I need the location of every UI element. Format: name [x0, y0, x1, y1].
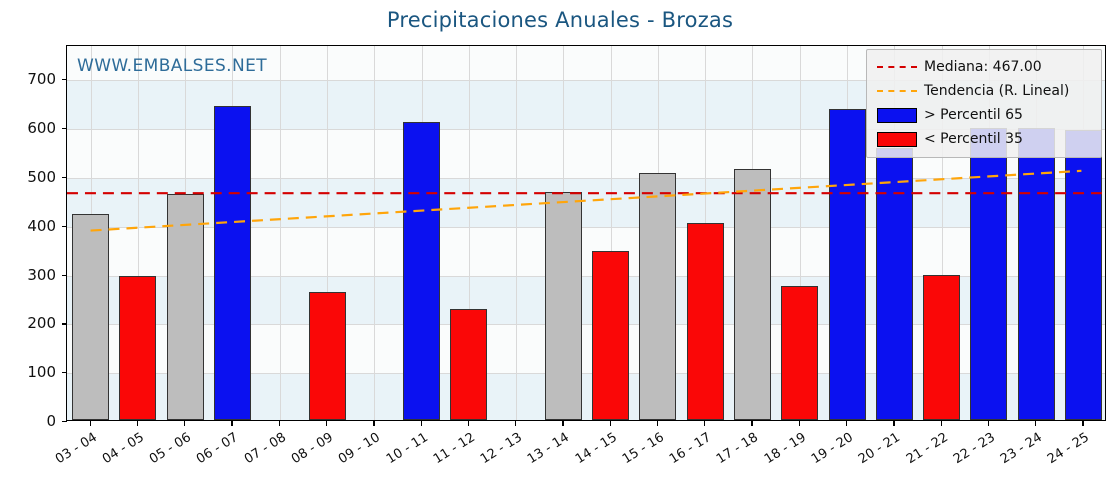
x-axis-tick-mark — [420, 421, 422, 426]
bar-06-07 — [214, 106, 251, 420]
bar-19-20 — [829, 108, 866, 420]
bar-13-14 — [545, 191, 582, 420]
y-axis-tick-mark — [62, 372, 67, 374]
legend-trend-key — [874, 90, 920, 92]
x-axis-tick-mark — [1035, 421, 1037, 426]
bar-05-06 — [167, 194, 204, 420]
legend-trend-label: Tendencia (R. Lineal) — [924, 83, 1070, 99]
color-swatch-icon — [877, 107, 917, 123]
x-axis-tick-mark — [798, 421, 801, 426]
legend-above-p65-label: > Percentil 65 — [924, 107, 1023, 123]
y-axis-tick-mark — [62, 225, 67, 227]
y-axis-tick-mark — [62, 421, 67, 423]
legend-below-p35: < Percentil 35 — [874, 127, 1094, 151]
gridline-vertical — [280, 46, 281, 420]
gridline-vertical — [942, 46, 943, 420]
x-axis-tick-mark — [987, 421, 990, 426]
color-swatch-icon — [877, 131, 917, 147]
legend-median-label: Mediana: 467.00 — [924, 59, 1042, 75]
x-axis-tick-mark — [184, 421, 186, 426]
x-axis-tick-mark — [656, 421, 659, 426]
x-axis-tick-mark — [704, 421, 706, 426]
y-axis-tick-mark — [62, 274, 67, 276]
gridline-vertical — [327, 46, 328, 420]
legend-below-p35-key — [874, 131, 920, 147]
gridline-horizontal — [67, 129, 1105, 130]
bar-11-12 — [450, 308, 487, 420]
bar-08-09 — [309, 291, 346, 420]
y-axis-tick-label: 300 — [27, 265, 56, 284]
y-axis-tick-mark — [62, 176, 67, 179]
y-axis-tick-label: 600 — [27, 119, 56, 137]
y-axis-tick-label: 500 — [27, 167, 56, 186]
gridline-horizontal — [67, 324, 1105, 326]
gridline-horizontal — [67, 226, 1105, 228]
x-axis-tick-mark — [609, 421, 611, 426]
x-axis-tick-mark — [231, 421, 233, 426]
x-axis-tick-mark — [751, 421, 753, 426]
legend-trend: Tendencia (R. Lineal) — [874, 79, 1094, 103]
bar-03-04 — [72, 214, 109, 420]
reference-lines — [67, 169, 1105, 232]
bar-24-25 — [1065, 130, 1102, 420]
x-axis-tick-mark — [467, 421, 470, 426]
legend-above-p65: > Percentil 65 — [874, 103, 1094, 127]
x-axis-tick-mark — [373, 421, 375, 426]
bar-23-24 — [1018, 128, 1055, 420]
bar-21-22 — [923, 275, 960, 420]
gridline-vertical — [469, 46, 470, 420]
y-axis-tick-mark — [62, 79, 67, 81]
trend-line — [90, 169, 1082, 232]
dashed-line-icon — [877, 66, 917, 68]
x-axis-tick-mark — [89, 421, 91, 426]
chart-title: Precipitaciones Anuales - Brozas — [386, 8, 734, 32]
dashed-line-icon — [877, 90, 917, 92]
x-axis-tick-mark — [326, 421, 328, 426]
gridline-vertical — [138, 46, 139, 420]
x-axis-tick-mark — [940, 421, 942, 426]
y-axis-tick-mark — [62, 323, 67, 325]
bar-16-17 — [687, 223, 724, 420]
y-axis-tick-mark — [62, 128, 67, 130]
y-axis-tick-label: 700 — [27, 70, 56, 89]
x-axis-tick-mark — [1082, 421, 1084, 426]
bar-04-05 — [119, 276, 156, 420]
legend-below-p35-label: < Percentil 35 — [924, 131, 1023, 147]
legend-above-p65-key — [874, 107, 920, 123]
y-axis-tick-label: 200 — [27, 314, 56, 333]
bar-15-16 — [639, 173, 676, 420]
legend-median-key — [874, 66, 920, 68]
x-axis-tick-mark — [562, 421, 564, 426]
bar-17-18 — [734, 168, 771, 420]
x-axis-tick-mark — [136, 421, 139, 426]
x-axis-tick-mark — [515, 421, 517, 426]
gridline-horizontal — [67, 80, 1105, 82]
bar-14-15 — [592, 250, 629, 420]
gridline-horizontal — [67, 177, 1105, 179]
gridline-vertical — [516, 46, 517, 420]
gridline-horizontal — [67, 373, 1105, 375]
y-axis-tick-label: 400 — [27, 216, 56, 235]
watermark-label: WWW.EMBALSES.NET — [77, 56, 268, 76]
chart-legend: Mediana: 467.00 Tendencia (R. Lineal) > Pe… — [866, 49, 1102, 158]
gridline-horizontal — [67, 275, 1105, 277]
gridline-vertical — [374, 46, 375, 420]
gridline-vertical — [800, 46, 801, 420]
x-axis-tick-mark — [893, 421, 895, 426]
y-axis-tick-label: 0 — [46, 412, 56, 430]
bar-18-19 — [781, 285, 818, 420]
bar-10-11 — [403, 122, 440, 420]
legend-median: Mediana: 467.00 — [874, 55, 1094, 79]
gridline-vertical — [611, 46, 612, 420]
x-axis-tick-mark — [278, 421, 281, 426]
y-axis-tick-label: 100 — [27, 363, 56, 382]
x-axis-tick-mark — [846, 421, 848, 426]
